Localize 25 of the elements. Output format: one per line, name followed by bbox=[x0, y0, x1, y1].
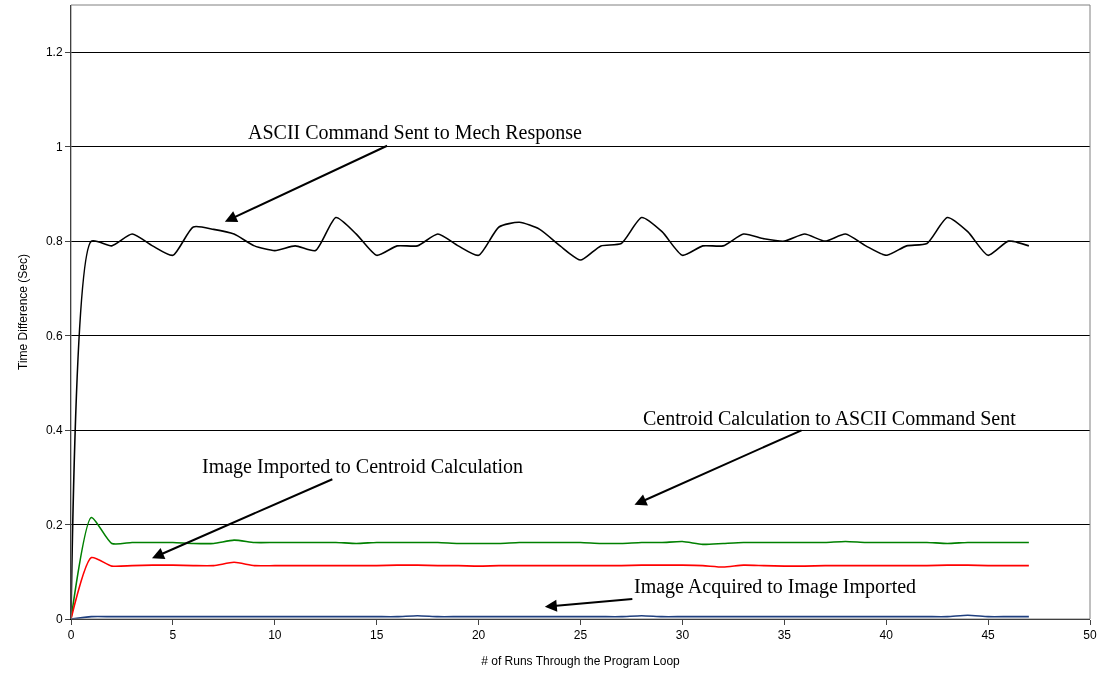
annotation: Centroid Calculation to ASCII Command Sent bbox=[643, 407, 1017, 429]
y-tick-label: 1 bbox=[55, 139, 63, 154]
y-tick-label: 0.6 bbox=[45, 328, 63, 343]
annotation: Image Acquired to Image Imported bbox=[634, 575, 917, 598]
x-tick-label: 40 bbox=[879, 628, 894, 643]
y-tick-label: 0 bbox=[55, 612, 63, 627]
y-tick-label: 0.2 bbox=[45, 517, 63, 532]
x-tick-label: 50 bbox=[1083, 628, 1097, 643]
x-tick-label: 30 bbox=[675, 628, 690, 643]
x-axis-title: # of Runs Through the Program Loop bbox=[481, 654, 681, 669]
x-tick-label: 45 bbox=[981, 628, 996, 643]
line-series bbox=[71, 556, 1030, 619]
x-tick-label: 20 bbox=[471, 628, 486, 643]
y-tick-label: 1.2 bbox=[45, 45, 63, 60]
x-tick-label: 25 bbox=[573, 628, 588, 643]
annotation: Image Imported to Centroid Calculation bbox=[202, 455, 524, 478]
x-tick-label: 10 bbox=[268, 628, 282, 643]
x-tick-label: 35 bbox=[777, 628, 792, 643]
x-tick-label: 0 bbox=[67, 628, 75, 643]
y-axis-title: Time Difference (Sec) bbox=[16, 253, 31, 371]
annotation: ASCII Command Sent to Mech Response bbox=[248, 121, 582, 144]
x-tick-label: 5 bbox=[169, 628, 177, 643]
y-tick-label: 0.8 bbox=[45, 234, 63, 249]
y-tick-label: 0.4 bbox=[45, 423, 63, 438]
x-tick-label: 15 bbox=[370, 628, 384, 643]
